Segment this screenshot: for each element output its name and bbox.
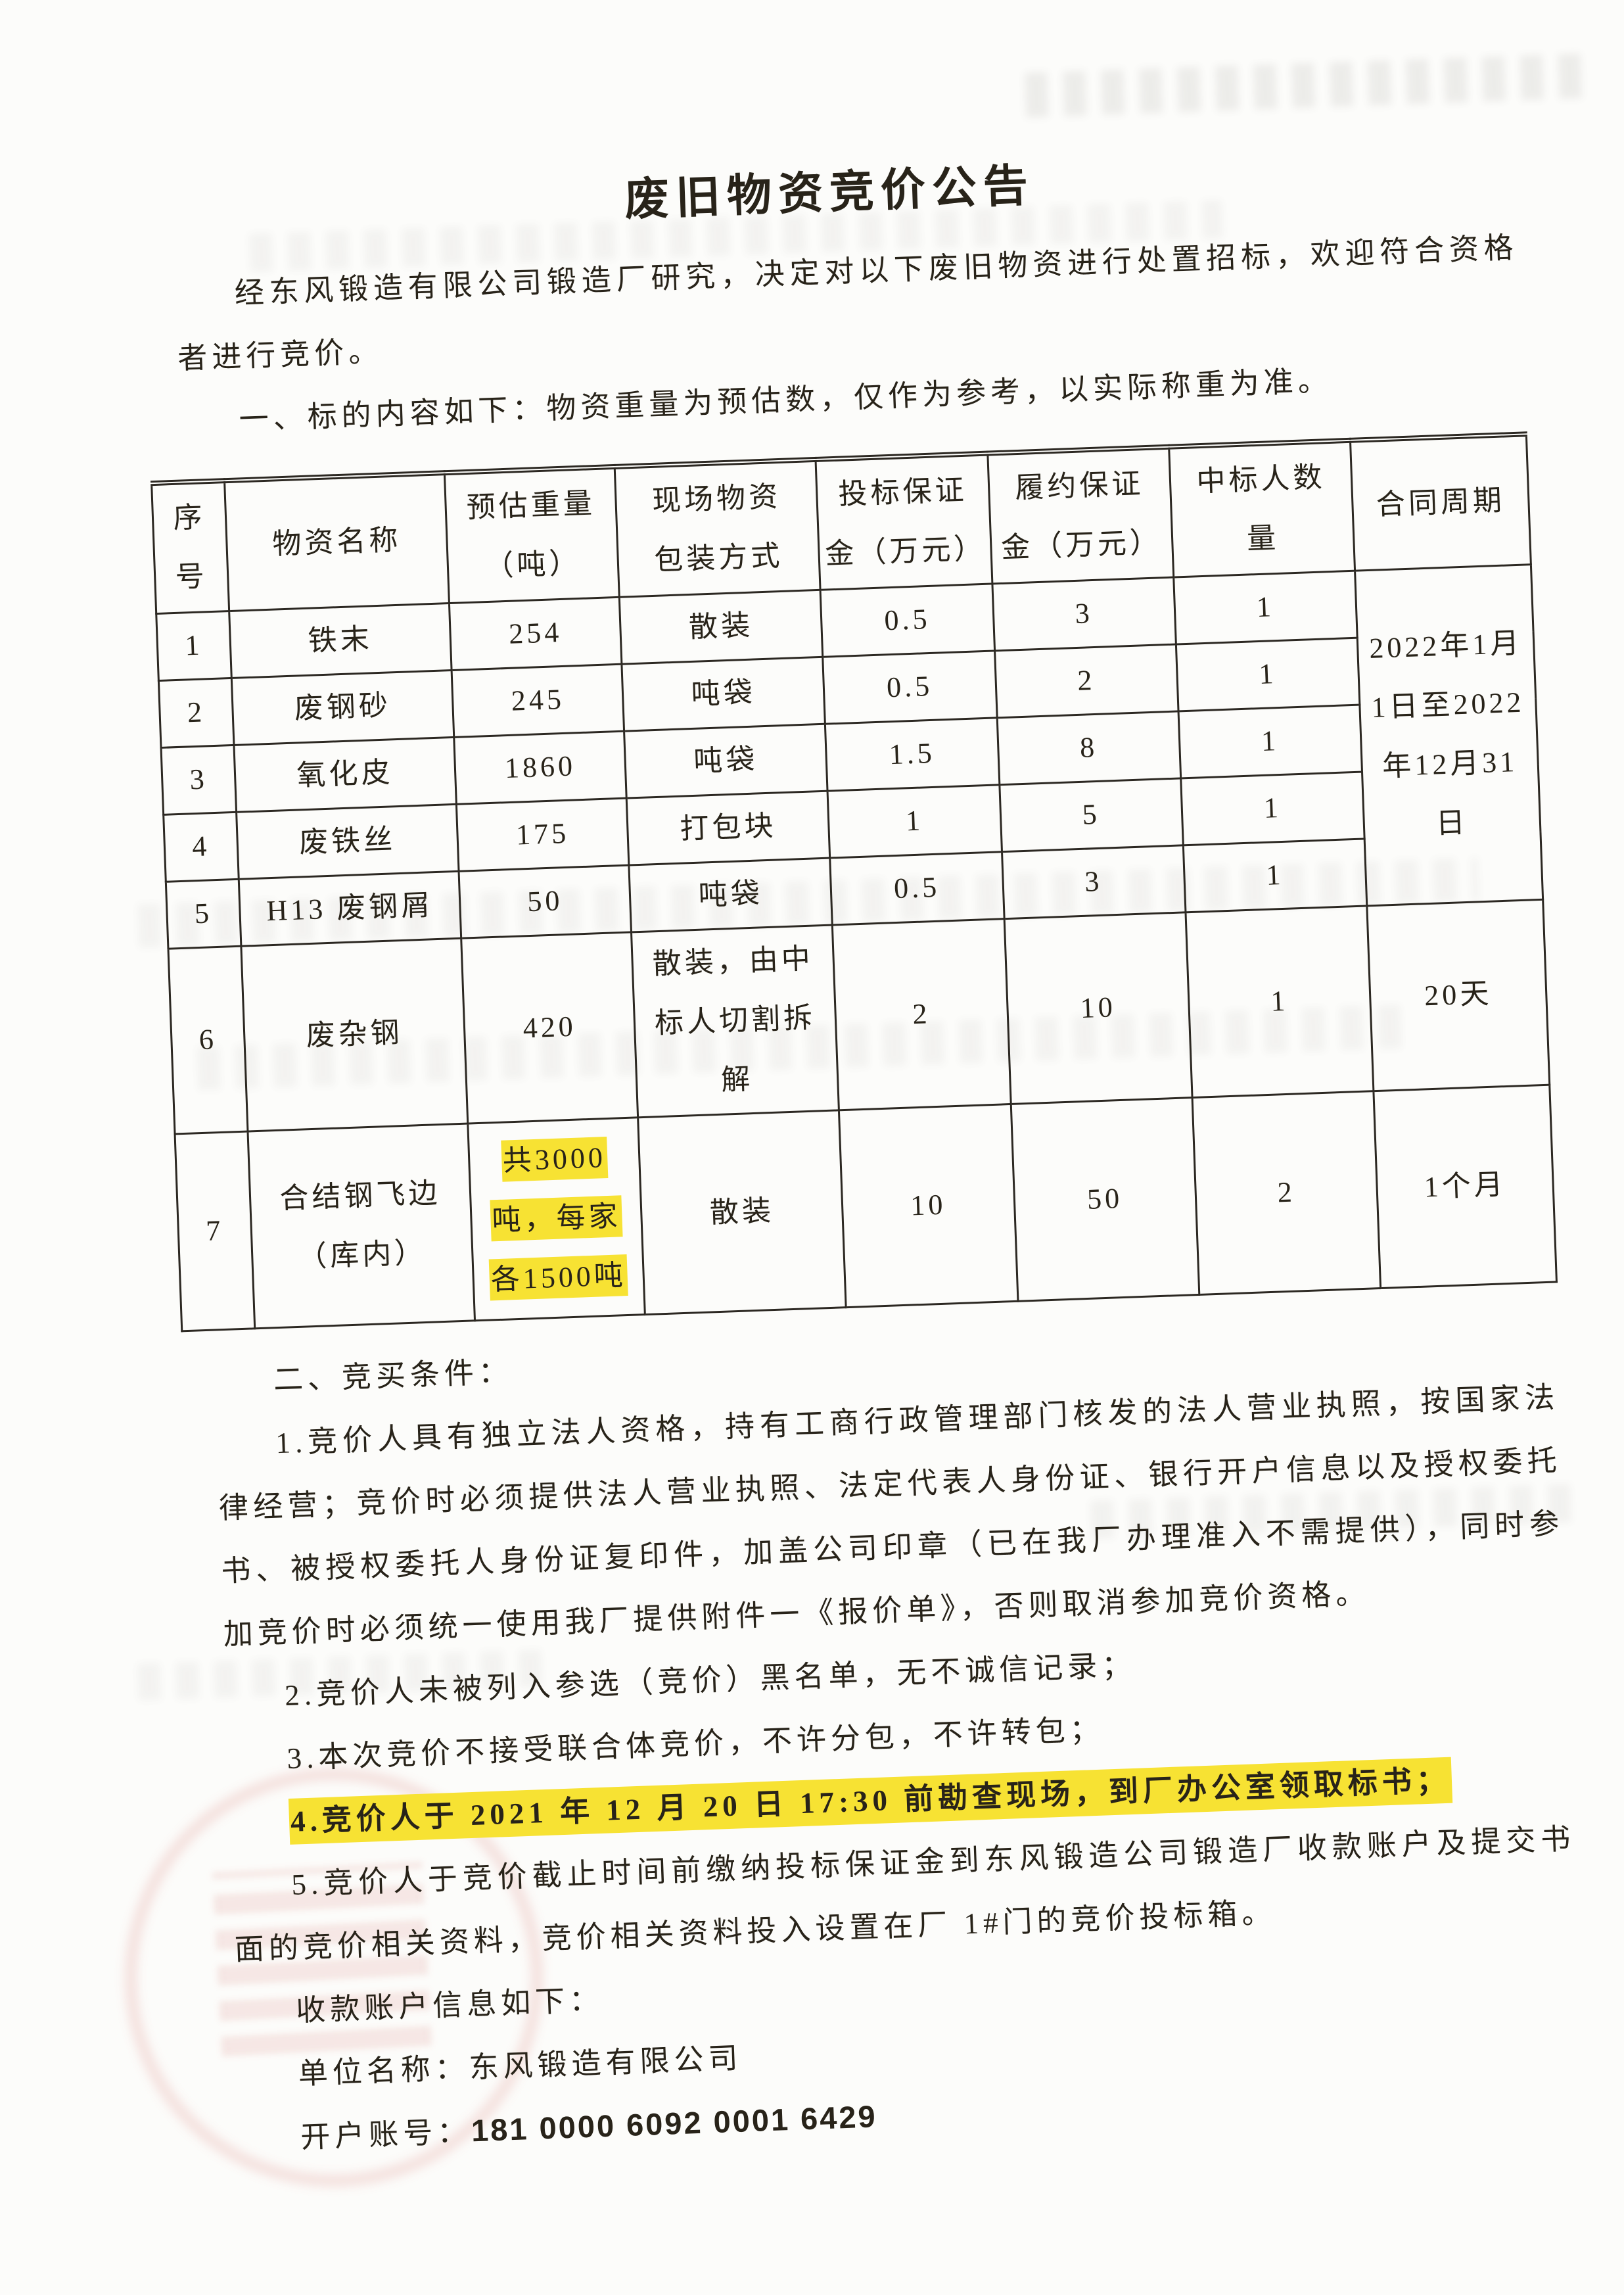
cell-serial-no: 2 [158,677,234,747]
cell-serial-no: 4 [163,811,239,882]
cell-packing-method: 吨袋 [622,656,825,731]
materials-table: 序 号 物资名称 预估重量 （吨） 现场物资 包装方式 投标保证 金（万元） 履… [150,431,1558,1332]
cell-winner-count: 1 [1178,704,1362,778]
cell-packing-method: 吨袋 [624,723,827,798]
cell-performance-deposit: 8 [996,711,1181,785]
cell-serial-no: 6 [168,945,248,1134]
header-packing-method: 现场物资 包装方式 [615,459,820,597]
account-name-label: 单位名称： [297,2050,470,2091]
cell-serial-no: 3 [161,744,237,815]
cell-winner-count: 1 [1183,838,1367,912]
header-performance-deposit: 履约保证 金（万元） [987,446,1174,584]
cell-bid-deposit: 2 [832,918,1011,1110]
cell-bid-deposit: 0.5 [822,650,997,724]
cell-estimated-weight: 共3000吨，每家各1500吨 [467,1117,645,1321]
document-sheet: 废旧物资竞价公告 经东风锻造有限公司锻造厂研究，决定对以下废旧物资进行处置招标，… [140,132,1588,2173]
cell-bid-deposit: 10 [839,1103,1018,1308]
cell-bid-deposit: 0.5 [829,851,1004,925]
cell-packing-method: 吨袋 [629,857,833,932]
cell-material-name: 合结钢飞边（库内） [247,1123,475,1329]
header-bid-deposit: 投标保证 金（万元） [815,453,992,590]
cell-packing-method: 散装 [619,589,823,664]
cell-packing-method: 散装 [638,1110,847,1315]
cell-bid-deposit: 1.5 [825,717,1000,791]
cell-winner-count: 1 [1180,771,1365,845]
condition-text: 1.竞价人具有独立法人资格，持有工商行政管理部门核发的法人营业执照，按国家法律经… [218,1380,1564,1651]
cell-performance-deposit: 10 [1004,912,1192,1104]
condition-item: 1.竞价人具有独立法人资格，持有工商行政管理部门核发的法人营业执照，按国家法律经… [184,1365,1569,1667]
conditions-list: 1.竞价人具有独立法人资格，持有工商行政管理部门核发的法人营业执照，按国家法律经… [184,1365,1581,1982]
cell-estimated-weight: 245 [451,663,624,737]
cell-bid-deposit: 0.5 [820,583,995,657]
cell-winner-count: 2 [1192,1091,1381,1294]
cell-material-name: 废钢砂 [231,670,454,745]
header-winner-count: 中标人数 量 [1169,440,1355,577]
cell-packing-method: 散装，由中标人切割拆解 [631,924,839,1118]
cell-bid-deposit: 1 [827,784,1002,858]
cell-material-name: 废铁丝 [236,803,459,879]
cell-performance-deposit: 3 [992,577,1176,651]
account-number-label: 开户账号： [300,2114,473,2154]
header-estimated-weight: 预估重量 （吨） [444,466,620,603]
cell-performance-deposit: 50 [1010,1097,1199,1301]
cell-contract-period: 20天 [1366,899,1550,1091]
cell-serial-no: 7 [175,1131,255,1331]
header-serial-no: 序 号 [151,481,229,614]
header-material-name: 物资名称 [224,473,450,611]
cell-packing-method: 打包块 [626,790,830,865]
cell-winner-count: 1 [1185,905,1374,1098]
cell-contract-period-merged: 2022年1月1日至2022年12月31日 [1355,564,1543,906]
cell-winner-count: 1 [1173,570,1358,644]
account-name-value: 东风锻造有限公司 [468,2041,743,2084]
table-body: 1 铁末 254 散装 0.5 3 1 2022年1月1日至2022年12月31日 2 废钢砂 24… [156,564,1557,1331]
cell-estimated-weight: 1860 [453,730,627,804]
cell-winner-count: 1 [1176,637,1360,711]
cell-serial-no: 1 [156,611,232,680]
materials-table-wrap: 序 号 物资名称 预估重量 （吨） 现场物资 包装方式 投标保证 金（万元） 履… [150,431,1558,1332]
cell-material-name: 废杂钢 [241,937,468,1131]
cell-contract-period: 1个月 [1373,1084,1557,1289]
cell-material-name: 铁末 [229,603,452,678]
cell-estimated-weight: 254 [449,596,622,671]
cell-performance-deposit: 3 [1002,845,1186,919]
cell-estimated-weight: 175 [456,797,630,871]
cell-performance-deposit: 5 [999,778,1184,852]
cell-performance-deposit: 2 [994,644,1178,718]
cell-estimated-weight: 50 [458,864,632,938]
account-number-value: 181 0000 6092 0001 6429 [471,2098,878,2148]
bleedthrough-smudge [1025,53,1585,118]
cell-material-name: 氧化皮 [233,736,457,812]
cell-estimated-weight: 420 [461,932,638,1124]
cell-material-name: H13 废钢屑 [239,870,461,946]
cell-serial-no: 5 [166,878,241,949]
header-contract-period: 合同周期 [1350,434,1531,571]
